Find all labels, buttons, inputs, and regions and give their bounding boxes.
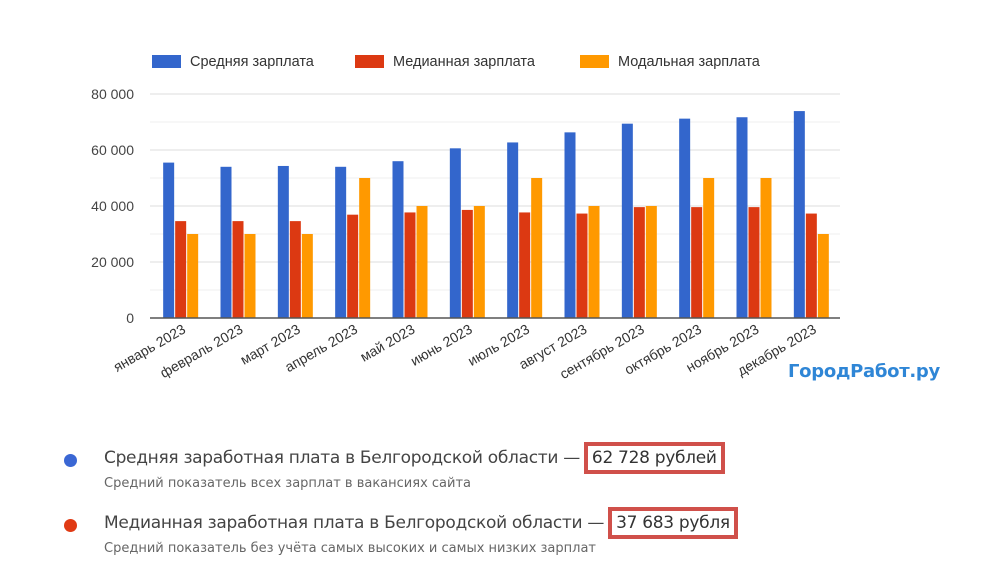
bar-1-7	[576, 213, 588, 318]
bar-1-4	[404, 212, 416, 318]
average-salary-subtitle: Средний показатель всех зарплат в ваканс…	[104, 476, 471, 491]
bar-0-10	[736, 117, 748, 319]
y-tick-label: 20 000	[91, 254, 134, 270]
bar-2-7	[588, 206, 600, 318]
legend-label-0: Средняя зарплата	[190, 54, 315, 70]
bar-2-8	[645, 206, 657, 318]
bar-0-2	[277, 165, 289, 318]
bar-1-8	[633, 207, 645, 318]
bar-2-9	[703, 178, 715, 318]
bar-1-5	[461, 209, 473, 318]
legend-swatch-1	[355, 55, 384, 68]
bar-0-9	[679, 118, 691, 318]
watermark-logo: ГородРабот.ру	[788, 361, 940, 382]
bar-2-10	[760, 178, 772, 318]
bar-2-6	[531, 178, 543, 318]
x-tick-label: июнь 2023	[408, 321, 475, 369]
legend-swatch-2	[580, 55, 609, 68]
y-tick-label: 40 000	[91, 198, 134, 214]
y-tick-label: 0	[126, 310, 134, 326]
bar-2-4	[416, 206, 428, 318]
bar-2-2	[301, 234, 313, 318]
average-salary-value: 62 728 рублей	[583, 442, 725, 474]
bar-0-0	[163, 162, 175, 318]
blue-dot-icon	[64, 454, 77, 467]
average-salary-title: Средняя заработная плата в Белгородской …	[104, 448, 580, 468]
median-salary-subtitle: Средний показатель без учёта самых высок…	[104, 541, 596, 556]
median-salary-value: 37 683 рубля	[608, 507, 738, 539]
bar-2-11	[817, 234, 829, 318]
bar-0-5	[449, 148, 461, 318]
bar-0-8	[621, 123, 633, 319]
bar-0-1	[220, 166, 232, 318]
legend-swatch-0	[152, 55, 181, 68]
bar-1-11	[805, 213, 817, 318]
bar-2-0	[187, 234, 199, 318]
bar-1-10	[748, 207, 760, 318]
legend-label-2: Модальная зарплата	[618, 54, 761, 70]
legend-label-1: Медианная зарплата	[393, 54, 536, 70]
bar-1-9	[691, 207, 703, 318]
y-tick-label: 60 000	[91, 142, 134, 158]
y-tick-label: 80 000	[91, 86, 134, 102]
bar-2-3	[359, 178, 371, 318]
red-dot-icon	[64, 519, 77, 532]
bar-2-5	[473, 206, 485, 318]
bar-0-7	[564, 132, 576, 318]
bar-1-6	[519, 212, 531, 318]
bar-0-6	[507, 142, 519, 318]
bar-0-3	[335, 166, 347, 318]
bar-0-11	[793, 111, 805, 318]
bar-1-0	[175, 221, 187, 318]
median-salary-title: Медианная заработная плата в Белгородско…	[104, 513, 605, 533]
bar-1-2	[289, 221, 301, 318]
bar-1-3	[347, 214, 359, 318]
bar-1-1	[232, 221, 244, 318]
bar-0-4	[392, 161, 404, 318]
bar-2-1	[244, 234, 256, 318]
